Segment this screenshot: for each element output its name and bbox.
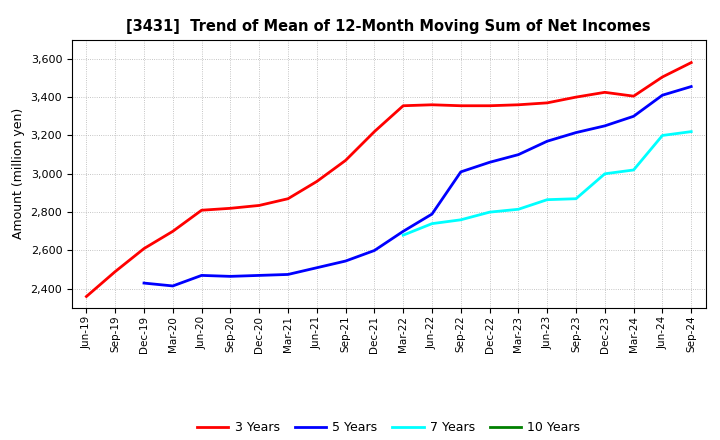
7 Years — [399, 232, 408, 238]
3 Years — [312, 179, 321, 184]
Y-axis label: Amount (million yen): Amount (million yen) — [12, 108, 25, 239]
7 Years — [658, 133, 667, 138]
5 Years — [485, 160, 494, 165]
7 Years — [572, 196, 580, 202]
5 Years — [687, 84, 696, 89]
3 Years — [428, 102, 436, 107]
7 Years — [456, 217, 465, 223]
Line: 3 Years: 3 Years — [86, 62, 691, 297]
3 Years — [111, 269, 120, 274]
5 Years — [399, 229, 408, 234]
5 Years — [572, 130, 580, 135]
Legend: 3 Years, 5 Years, 7 Years, 10 Years: 3 Years, 5 Years, 7 Years, 10 Years — [192, 416, 585, 439]
3 Years — [485, 103, 494, 108]
3 Years — [629, 94, 638, 99]
5 Years — [168, 283, 177, 289]
5 Years — [514, 152, 523, 157]
5 Years — [629, 114, 638, 119]
7 Years — [543, 197, 552, 202]
3 Years — [658, 74, 667, 80]
5 Years — [312, 265, 321, 270]
3 Years — [226, 205, 235, 211]
7 Years — [687, 129, 696, 134]
3 Years — [572, 95, 580, 100]
5 Years — [370, 248, 379, 253]
3 Years — [687, 60, 696, 65]
3 Years — [197, 208, 206, 213]
3 Years — [168, 229, 177, 234]
5 Years — [600, 123, 609, 128]
7 Years — [514, 207, 523, 212]
3 Years — [543, 100, 552, 106]
5 Years — [226, 274, 235, 279]
5 Years — [197, 273, 206, 278]
3 Years — [140, 246, 148, 251]
3 Years — [82, 294, 91, 299]
Line: 5 Years: 5 Years — [144, 87, 691, 286]
7 Years — [629, 167, 638, 172]
5 Years — [284, 272, 292, 277]
5 Years — [658, 92, 667, 98]
3 Years — [456, 103, 465, 108]
3 Years — [600, 90, 609, 95]
5 Years — [341, 258, 350, 264]
3 Years — [341, 158, 350, 163]
3 Years — [399, 103, 408, 108]
3 Years — [284, 196, 292, 202]
Title: [3431]  Trend of Mean of 12-Month Moving Sum of Net Incomes: [3431] Trend of Mean of 12-Month Moving … — [127, 19, 651, 34]
7 Years — [428, 221, 436, 226]
5 Years — [543, 139, 552, 144]
5 Years — [428, 211, 436, 216]
3 Years — [514, 102, 523, 107]
3 Years — [255, 203, 264, 208]
Line: 7 Years: 7 Years — [403, 132, 691, 235]
3 Years — [370, 129, 379, 134]
5 Years — [255, 273, 264, 278]
5 Years — [456, 169, 465, 175]
5 Years — [140, 280, 148, 286]
7 Years — [600, 171, 609, 176]
7 Years — [485, 209, 494, 215]
